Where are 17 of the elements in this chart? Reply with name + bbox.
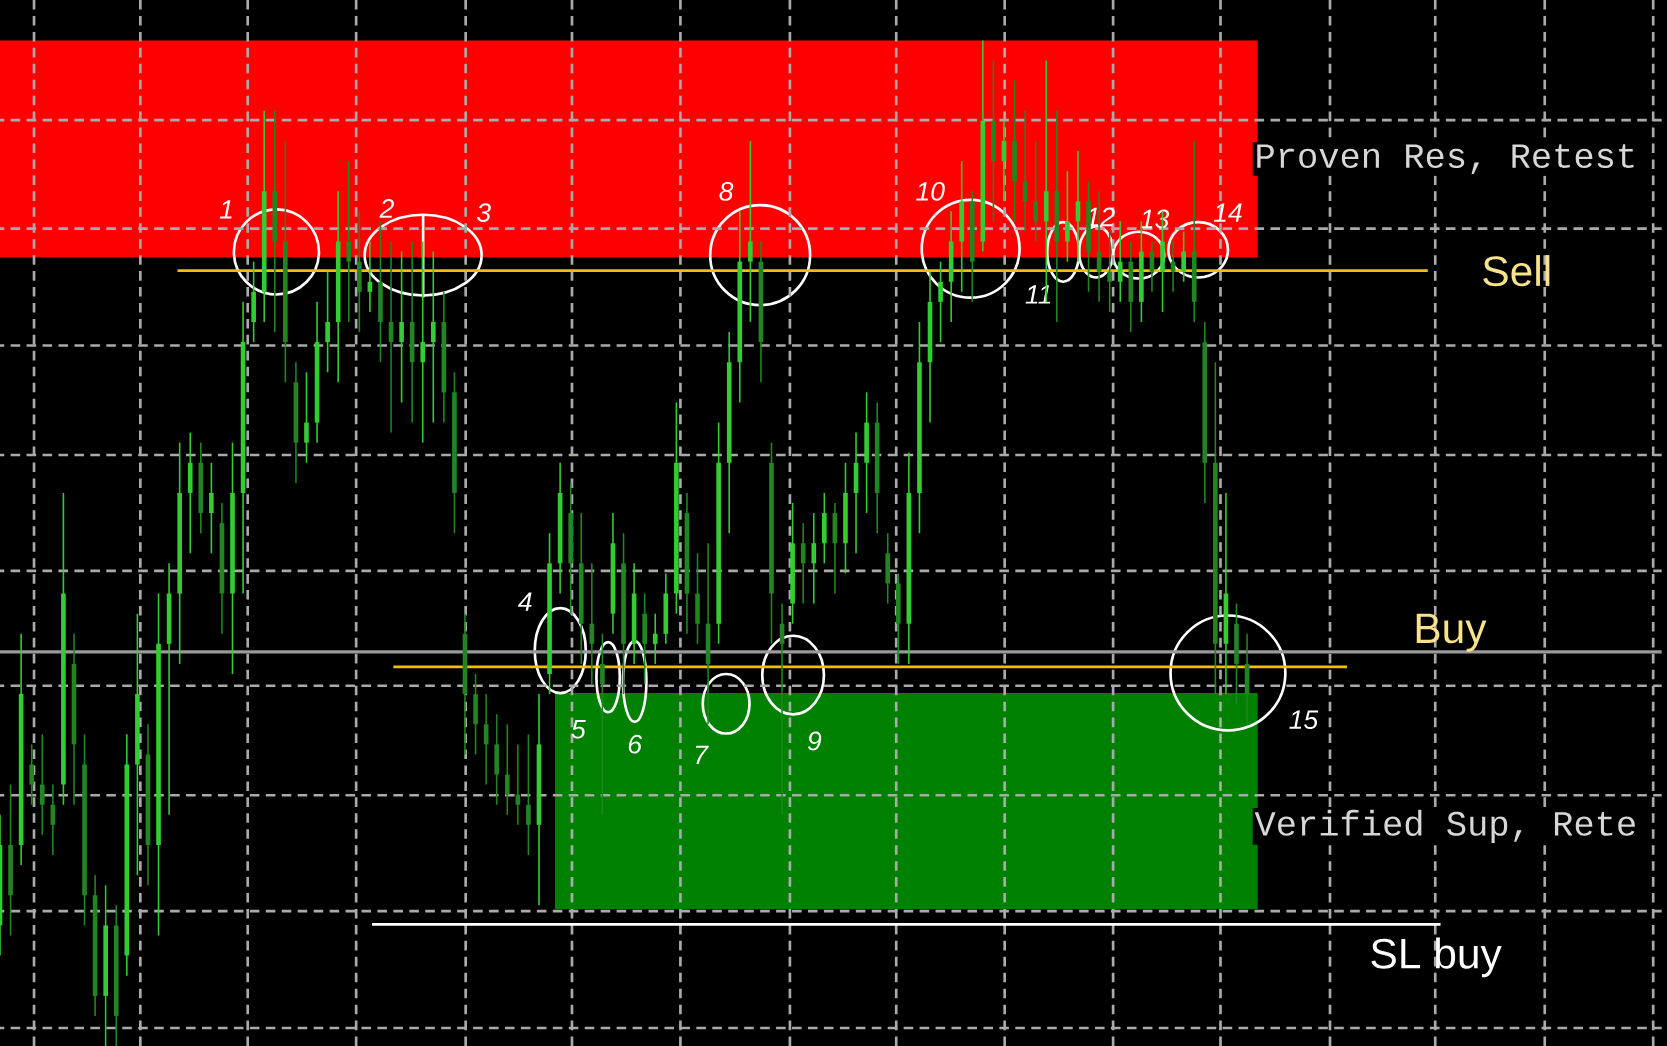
annotation: 10 <box>916 181 945 201</box>
annotation: 5 <box>571 719 586 739</box>
annotation: 2 <box>379 199 394 218</box>
text: 15 <box>1289 710 1319 729</box>
annotation: 9 <box>807 731 822 751</box>
band-label: Verified Sup, Rete <box>1254 809 1635 843</box>
annotation: 3 <box>476 203 491 222</box>
ref-line-label: SL buy <box>1371 937 1502 978</box>
annotation: 6 <box>628 734 643 754</box>
ref-line-label: Sell <box>1483 255 1550 287</box>
annotation: 7 <box>695 745 709 764</box>
annotation: 4 <box>517 592 532 611</box>
ref-line-label: Buy <box>1416 613 1487 652</box>
annotation: 1 <box>219 200 232 219</box>
annotation: 8 <box>719 181 734 201</box>
band-label: Proven Res, Retest <box>1257 144 1634 174</box>
annotation: 14 <box>1213 203 1242 222</box>
